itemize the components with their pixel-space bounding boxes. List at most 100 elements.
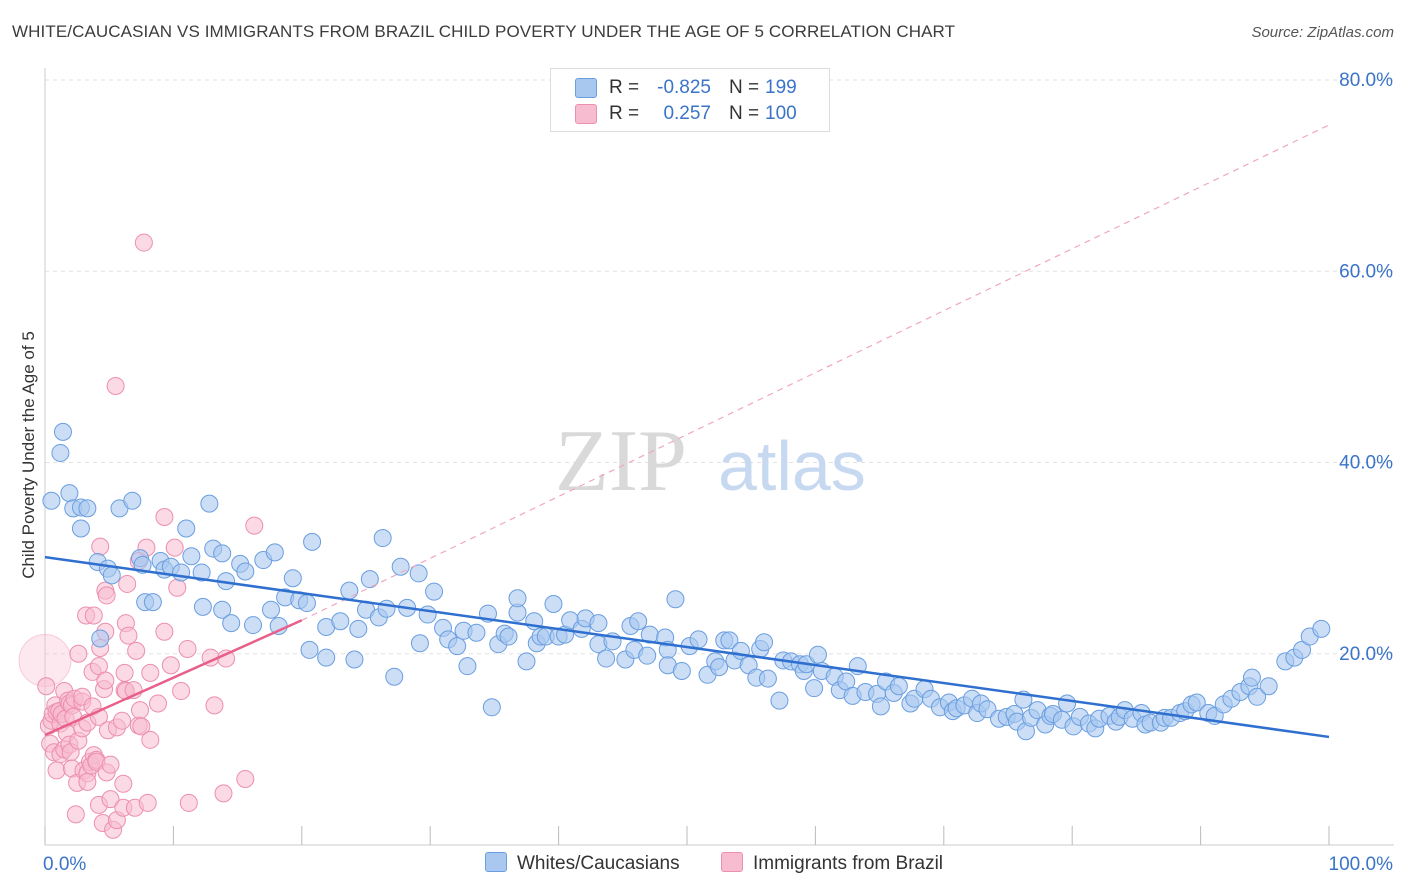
legend-n-value: 100 — [765, 103, 797, 124]
brazil-point — [132, 717, 151, 736]
white-point — [1248, 687, 1267, 706]
brazil-point — [141, 730, 160, 749]
bottom-legend-swatch-brazil — [721, 852, 743, 872]
watermark-atlas: atlas — [718, 427, 866, 505]
white-point — [391, 557, 410, 576]
white-point — [377, 599, 396, 618]
legend-swatch-whites — [575, 78, 597, 98]
brazil-point — [141, 663, 160, 682]
white-point — [261, 600, 280, 619]
white-point — [458, 657, 477, 676]
white-point — [244, 616, 263, 635]
brazil-point — [165, 538, 184, 557]
watermark-zip: ZIP — [555, 413, 687, 510]
white-point — [303, 532, 322, 551]
white-point — [297, 594, 316, 613]
white-point — [517, 652, 536, 671]
white-point — [300, 640, 319, 659]
white-point — [1259, 677, 1278, 696]
brazil-point — [91, 537, 110, 556]
brazil-point — [131, 701, 150, 720]
white-point — [182, 547, 201, 566]
white-point — [91, 629, 110, 648]
white-point — [71, 519, 90, 538]
white-point — [360, 570, 379, 589]
white-point — [317, 648, 336, 667]
brazil-point — [119, 626, 138, 645]
white-point — [42, 491, 61, 510]
brazil-trend-line — [44, 619, 303, 737]
brazil-trend-extension — [301, 124, 1330, 621]
white-point — [265, 543, 284, 562]
white-point — [143, 593, 162, 612]
white-point — [629, 612, 648, 631]
white-point — [425, 582, 444, 601]
white-point — [467, 623, 486, 642]
tick-labels: 20.0% 40.0% 60.0% 80.0% 0.0% 100.0% — [43, 70, 1393, 875]
legend-r-label: R = — [609, 103, 640, 124]
bottom-legend-whites: Whites/Caucasians — [485, 852, 680, 875]
bottom-legend-label-whites: Whites/Caucasians — [517, 853, 680, 874]
legend-row-brazil: R = 0.257 N = 100 — [551, 101, 829, 127]
white-point — [672, 661, 691, 680]
legend-r-value: 0.257 — [663, 103, 711, 124]
white-point — [222, 614, 241, 633]
legend-r-label: R = — [609, 77, 640, 98]
brazil-point — [134, 233, 153, 252]
brazil-point — [155, 622, 174, 641]
white-point — [123, 491, 142, 510]
brazil-point — [96, 671, 115, 690]
white-point — [710, 658, 729, 677]
brazil-point — [168, 578, 187, 597]
source-label: Source: ZipAtlas.com — [1251, 24, 1394, 41]
white-point — [51, 443, 70, 462]
white-point — [192, 563, 211, 582]
white-point — [589, 614, 608, 633]
bottom-legend-swatch-whites — [485, 852, 507, 872]
brazil-point — [148, 694, 167, 713]
white-point — [978, 700, 997, 719]
white-point — [283, 569, 302, 588]
watermark: ZIP atlas — [555, 413, 866, 510]
y-axis-title-group: Child Poverty Under the Age of 5 — [19, 331, 38, 579]
white-point — [213, 600, 232, 619]
white-point — [60, 484, 79, 503]
white-point — [1058, 694, 1077, 713]
white-point — [482, 698, 501, 717]
white-points — [42, 422, 1331, 741]
white-point — [102, 566, 121, 585]
brazil-point — [172, 682, 191, 701]
brazil-point — [179, 793, 198, 812]
white-point — [418, 605, 437, 624]
white-point — [871, 697, 890, 716]
brazil-point — [236, 770, 255, 789]
white-point — [508, 589, 527, 608]
brazil-point — [101, 790, 120, 809]
white-point — [689, 630, 708, 649]
y-tick-label: 80.0% — [1339, 70, 1393, 91]
white-point — [597, 649, 616, 668]
white-point — [638, 646, 657, 665]
brazil-point — [47, 761, 66, 780]
white-point — [331, 612, 350, 631]
white-point — [200, 494, 219, 513]
white-point — [755, 633, 774, 652]
white-point — [808, 645, 827, 664]
brazil-point — [66, 805, 85, 824]
y-tick-label: 60.0% — [1339, 261, 1393, 282]
brazil-points — [18, 233, 264, 839]
correlation-legend: R = -0.825 N = 199 R = 0.257 N = 100 — [550, 68, 830, 132]
white-point — [409, 564, 428, 583]
white-point — [385, 667, 404, 686]
white-point — [78, 499, 97, 518]
white-point — [720, 631, 739, 650]
brazil-point — [106, 377, 125, 395]
white-point — [340, 581, 359, 600]
bottom-legend-label-brazil: Immigrants from Brazil — [753, 853, 944, 874]
brazil-point — [69, 644, 88, 663]
brazil-point — [84, 606, 103, 625]
white-point — [889, 677, 908, 696]
white-point — [448, 637, 467, 656]
white-point — [236, 562, 255, 581]
white-point — [770, 691, 789, 710]
